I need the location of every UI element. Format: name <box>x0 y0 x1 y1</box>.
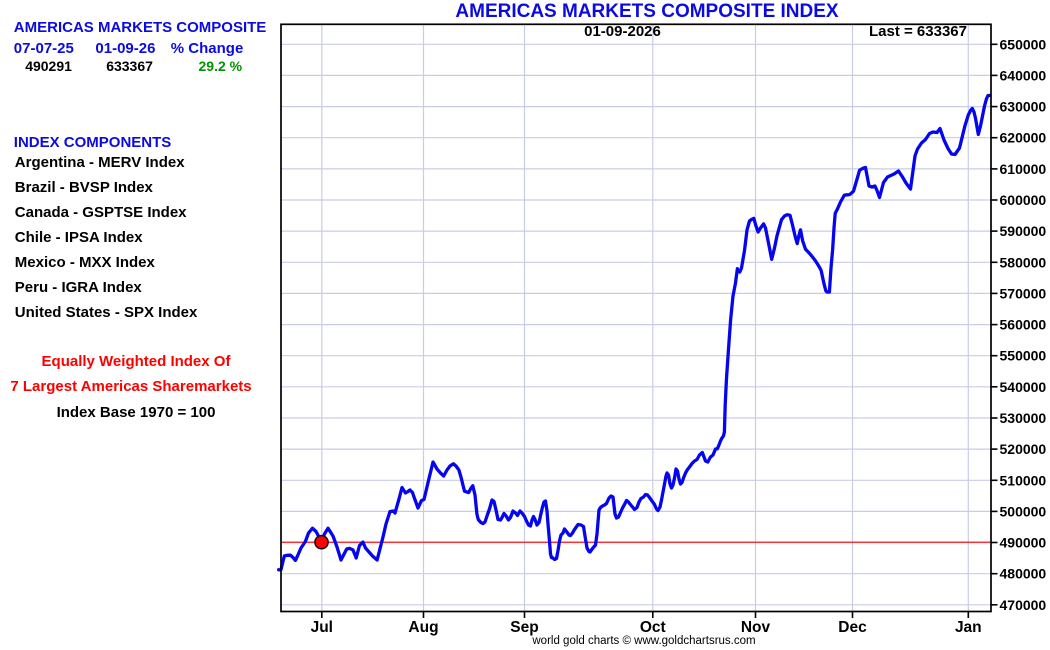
svg-text:480000: 480000 <box>1000 566 1047 582</box>
svg-text:Sep: Sep <box>510 619 538 636</box>
svg-text:560000: 560000 <box>1000 317 1047 333</box>
svg-text:630000: 630000 <box>1000 99 1047 115</box>
svg-text:520000: 520000 <box>1000 441 1047 457</box>
svg-text:640000: 640000 <box>1000 67 1047 83</box>
svg-text:610000: 610000 <box>1000 161 1047 177</box>
svg-text:540000: 540000 <box>1000 379 1047 395</box>
svg-text:Jan: Jan <box>955 619 982 636</box>
svg-text:620000: 620000 <box>1000 130 1047 146</box>
svg-text:650000: 650000 <box>1000 36 1047 52</box>
svg-text:Nov: Nov <box>741 619 771 636</box>
svg-text:600000: 600000 <box>1000 192 1047 208</box>
svg-text:590000: 590000 <box>1000 223 1047 239</box>
svg-text:Dec: Dec <box>838 619 867 636</box>
svg-text:470000: 470000 <box>1000 597 1047 613</box>
svg-text:Jul: Jul <box>311 619 333 636</box>
svg-text:Aug: Aug <box>408 619 438 636</box>
svg-text:490000: 490000 <box>1000 535 1047 551</box>
svg-text:550000: 550000 <box>1000 348 1047 364</box>
svg-text:Oct: Oct <box>640 619 666 636</box>
svg-text:510000: 510000 <box>1000 472 1047 488</box>
svg-text:500000: 500000 <box>1000 503 1047 519</box>
svg-text:530000: 530000 <box>1000 410 1047 426</box>
svg-text:570000: 570000 <box>1000 285 1047 301</box>
svg-text:580000: 580000 <box>1000 254 1047 270</box>
